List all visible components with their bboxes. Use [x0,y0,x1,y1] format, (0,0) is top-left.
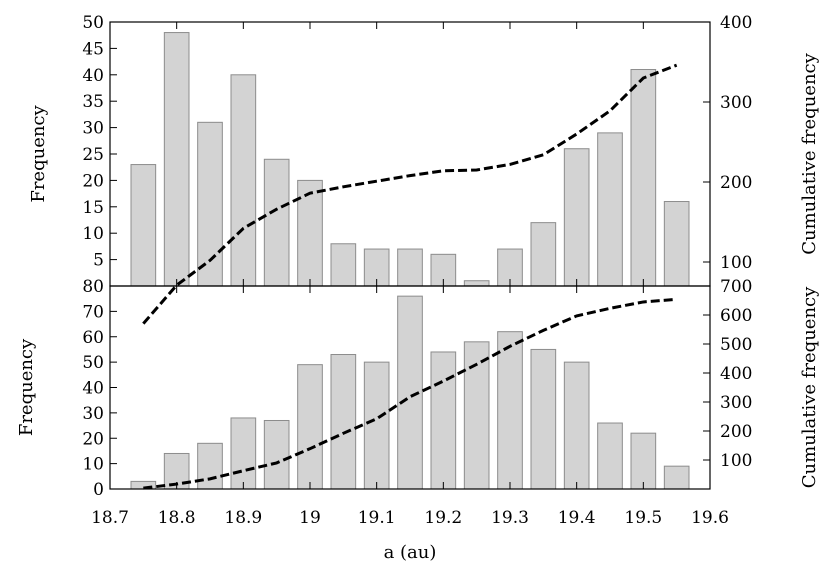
y-axis-title: Frequency [16,338,37,436]
histogram-bar [530,222,557,287]
y-tick-label: 50 [82,13,104,33]
x-tick-label: 19.1 [358,508,396,528]
y-tick-label: 45 [82,39,104,59]
y2-tick-label: 600 [720,306,752,326]
y2-tick-label: 200 [720,173,752,193]
x-tick-label: 19.6 [691,508,729,528]
histogram-bar [597,132,623,287]
y2-tick-label: 200 [720,422,752,442]
histogram-bar [530,348,557,490]
y-tick-label: 20 [82,171,104,191]
x-tick-label: 18.7 [91,508,129,528]
histogram-bar [630,432,657,490]
y2-tick-label: 400 [720,364,752,384]
y-tick-label: 60 [82,328,104,348]
histogram-bar [197,442,223,490]
x-tick-label: 18.8 [158,508,196,528]
y-tick-label: 35 [82,92,104,112]
y2-tick-label: 400 [720,13,752,33]
y-tick-label: 20 [82,429,104,449]
histogram-bar [563,148,590,287]
histogram-bar [363,361,390,490]
x-tick-label: 19.4 [558,508,596,528]
histogram-bar [463,280,490,287]
histogram-bar [397,248,423,287]
y-tick-label: 50 [82,353,104,373]
y-tick-label: 80 [82,277,104,297]
y-tick-label: 10 [82,224,104,244]
y-tick-label: 70 [82,302,104,322]
x-axis-title: a (au) [384,542,437,563]
cumulative-frequency-line [142,63,678,325]
histogram-bar [563,361,590,490]
histogram-bar [663,201,690,287]
y-tick-label: 30 [82,119,104,139]
x-tick-label: 19.3 [491,508,529,528]
y-axis-title: Frequency [28,104,49,202]
y-tick-label: 10 [82,455,104,475]
histogram-bar [597,422,623,490]
x-tick-label: 19.2 [424,508,462,528]
cumulative-frequency-line [143,297,677,490]
y2-tick-label: 300 [720,393,752,413]
y2-axis-title: Cumulative frequency [799,286,820,488]
top-panel: 5 10 15 20 25 30 35 40 45 50 100 200 300 400 Frequency… [28,13,820,325]
y2-tick-label: 100 [720,253,752,273]
bottom-panel: 0 10 20 30 40 50 60 70 80 100 200 300 400 500 600 700 Fr… [16,277,820,528]
y-tick-label: 5 [93,251,104,271]
y2-axis-title: Cumulative frequency [799,52,820,254]
x-tick-label: 19 [299,508,321,528]
y2-tick-label: 700 [720,277,752,297]
y-tick-label: 30 [82,404,104,424]
histogram-bar [430,351,457,490]
histogram-bar [663,465,690,490]
histogram-bar [263,419,290,490]
histogram-bar [263,158,290,287]
histogram-bar [130,164,157,287]
histogram-bar [463,341,490,490]
x-tick-label: 19.5 [624,508,662,528]
y2-tick-label: 100 [720,451,752,471]
histogram-bar [297,179,323,287]
histogram-bar [230,74,257,287]
y-tick-label: 25 [82,145,104,165]
y-tick-label: 0 [93,480,104,500]
y-tick-label: 15 [82,198,104,218]
y-tick-label: 40 [82,379,104,399]
histogram-bar [630,69,657,287]
histogram-bar [330,354,357,490]
y2-tick-label: 300 [720,93,752,113]
histogram-bar [163,32,190,287]
histogram-bar [330,243,357,287]
y2-tick-label: 500 [720,335,752,355]
x-tick-label: 18.9 [224,508,262,528]
y-tick-label: 40 [82,66,104,86]
histogram-bar [297,364,323,490]
histogram-bar [230,417,257,490]
histogram-bar [497,331,523,490]
